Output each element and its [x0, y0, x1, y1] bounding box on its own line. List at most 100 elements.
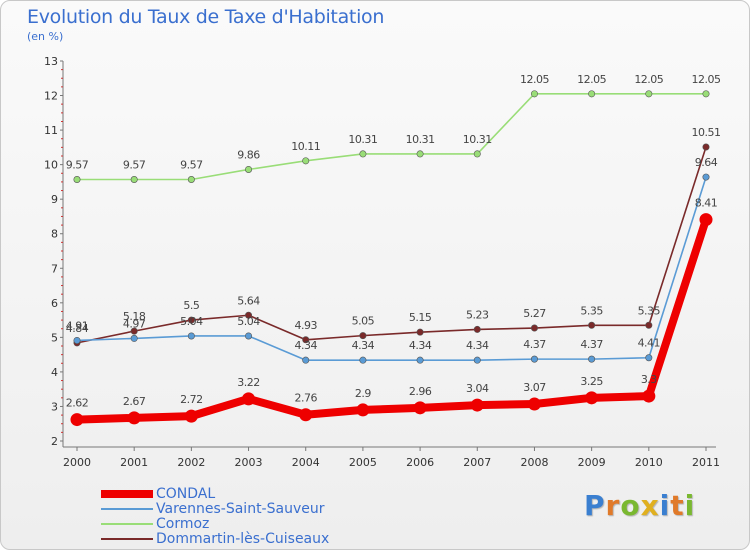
series-dommartin-l-s-cuiseaux-line — [76, 146, 707, 344]
series-cormoz-data-label: 12.05 — [577, 73, 606, 86]
series-cormoz-point — [473, 150, 481, 158]
y-tick-label: 13 — [44, 55, 58, 68]
y-tick-label: 2 — [51, 435, 58, 448]
series-varennes-saint-sauveur-point — [302, 356, 310, 364]
series-condal-point — [585, 391, 599, 405]
series-cormoz-point — [588, 90, 596, 98]
series-dommartin-l-s-cuiseaux-point — [130, 327, 138, 335]
series-varennes-saint-sauveur-point — [187, 332, 195, 340]
series-cormoz-point — [645, 90, 653, 98]
series-dommartin-l-s-cuiseaux-point — [473, 325, 481, 333]
series-dommartin-l-s-cuiseaux-point — [416, 328, 424, 336]
series-varennes-saint-sauveur-point — [645, 354, 653, 362]
series-varennes-saint-sauveur-data-label: 4.41 — [638, 337, 661, 350]
legend-swatch-condal — [101, 490, 153, 498]
y-tick-label: 10 — [44, 159, 58, 172]
series-cormoz-line — [76, 93, 707, 181]
series-cormoz-point — [302, 157, 310, 165]
series-dommartin-l-s-cuiseaux-data-label: 5.35 — [580, 304, 603, 317]
series-condal-point — [642, 389, 656, 403]
x-tick-label: 2007 — [463, 456, 491, 469]
x-tick-label: 2011 — [692, 456, 720, 469]
proxiti-logo: Proxiti — [584, 489, 696, 522]
series-varennes-saint-sauveur-point — [359, 356, 367, 364]
series-varennes-saint-sauveur-data-label: 4.34 — [352, 339, 375, 352]
x-tick-label: 2010 — [635, 456, 663, 469]
series-varennes-saint-sauveur-data-label: 4.91 — [66, 319, 89, 332]
legend-swatch-dommartin — [101, 538, 153, 540]
series-condal-data-label: 3.07 — [523, 381, 546, 394]
legend-swatch-cormoz — [101, 523, 153, 525]
x-tick-label: 2008 — [520, 456, 548, 469]
series-condal-data-label: 2.72 — [180, 393, 203, 406]
series-cormoz-data-label: 10.31 — [348, 133, 377, 146]
y-tick-label: 3 — [51, 400, 58, 413]
series-varennes-saint-sauveur-point — [702, 173, 710, 181]
series-condal-data-label: 3.3 — [641, 373, 657, 386]
series-varennes-saint-sauveur-data-label: 9.64 — [695, 156, 718, 169]
series-varennes-saint-sauveur-data-label: 4.37 — [580, 338, 603, 351]
series-layer — [70, 90, 713, 427]
series-condal-data-label: 2.96 — [409, 385, 432, 398]
series-dommartin-l-s-cuiseaux-point — [187, 316, 195, 324]
x-tick-label: 2003 — [235, 456, 263, 469]
series-cormoz-point — [130, 175, 138, 183]
y-tick-label: 8 — [51, 228, 58, 241]
series-dommartin-l-s-cuiseaux-data-label: 5.35 — [638, 304, 661, 317]
series-cormoz-data-label: 9.86 — [237, 148, 260, 161]
x-tick-label: 2009 — [578, 456, 606, 469]
series-dommartin-l-s-cuiseaux-point — [702, 143, 710, 151]
series-varennes-saint-sauveur-data-label: 4.34 — [466, 339, 489, 352]
series-dommartin-l-s-cuiseaux-data-label: 5.64 — [237, 294, 260, 307]
y-tick-label: 11 — [44, 124, 58, 137]
series-cormoz-point — [187, 175, 195, 183]
x-tick-label: 2006 — [406, 456, 434, 469]
series-condal-point — [242, 392, 256, 406]
series-condal-point — [413, 401, 427, 415]
series-cormoz-point — [73, 175, 81, 183]
series-varennes-saint-sauveur-data-label: 4.34 — [409, 339, 432, 352]
x-tick-label: 2000 — [63, 456, 91, 469]
legend-label-condal: CONDAL — [156, 486, 216, 502]
y-tick-label: 12 — [44, 90, 58, 103]
series-dommartin-l-s-cuiseaux-point — [359, 332, 367, 340]
legend-label-varennes: Varennes-Saint-Sauveur — [156, 501, 325, 517]
series-varennes-saint-sauveur-point — [473, 356, 481, 364]
legend-swatch-varennes — [101, 508, 153, 510]
series-dommartin-l-s-cuiseaux-data-label: 5.5 — [183, 299, 199, 312]
series-dommartin-l-s-cuiseaux-data-label: 5.27 — [523, 307, 546, 320]
series-varennes-saint-sauveur-point — [416, 356, 424, 364]
axes: 2 3 4 5 6 7 8 9 10 11 12 13 2000 2001 2002 2003 2004 2005… — [44, 55, 720, 469]
series-condal-data-label: 8.41 — [695, 197, 718, 210]
series-condal-data-label: 2.76 — [294, 392, 317, 405]
series-cormoz-point — [416, 150, 424, 158]
series-condal-point — [127, 411, 141, 425]
data-labels-layer: 9.57 9.57 9.57 9.86 10.11 10.31 10.31 10.31 12.0… — [66, 73, 722, 410]
series-condal-data-label: 2.62 — [66, 397, 89, 410]
series-cormoz-point — [359, 150, 367, 158]
x-tick-label: 2004 — [292, 456, 320, 469]
series-condal-point — [527, 397, 541, 411]
series-condal-point — [470, 398, 484, 412]
series-cormoz-point — [245, 165, 253, 173]
x-tick-label: 2001 — [120, 456, 148, 469]
series-varennes-saint-sauveur-line — [76, 176, 707, 361]
series-varennes-saint-sauveur-data-label: 5.04 — [180, 315, 203, 328]
series-condal-point — [184, 409, 198, 423]
series-dommartin-l-s-cuiseaux-data-label: 5.05 — [352, 315, 375, 328]
series-cormoz-data-label: 9.57 — [66, 158, 89, 171]
series-cormoz-data-label: 10.31 — [463, 133, 492, 146]
series-condal-point — [699, 213, 713, 227]
series-cormoz-data-label: 12.05 — [520, 73, 549, 86]
series-cormoz-data-label: 10.31 — [406, 133, 435, 146]
series-varennes-saint-sauveur-data-label: 4.37 — [523, 338, 546, 351]
series-varennes-saint-sauveur-point — [130, 334, 138, 342]
series-dommartin-l-s-cuiseaux-data-label: 5.23 — [466, 308, 489, 321]
series-dommartin-l-s-cuiseaux-point — [530, 324, 538, 332]
series-dommartin-l-s-cuiseaux-point — [302, 336, 310, 344]
chart-title: Evolution du Taux de Taxe d'Habitation — [27, 6, 385, 28]
series-condal-point — [356, 403, 370, 417]
y-tick-label: 7 — [51, 262, 58, 275]
y-tick-label: 9 — [51, 193, 58, 206]
